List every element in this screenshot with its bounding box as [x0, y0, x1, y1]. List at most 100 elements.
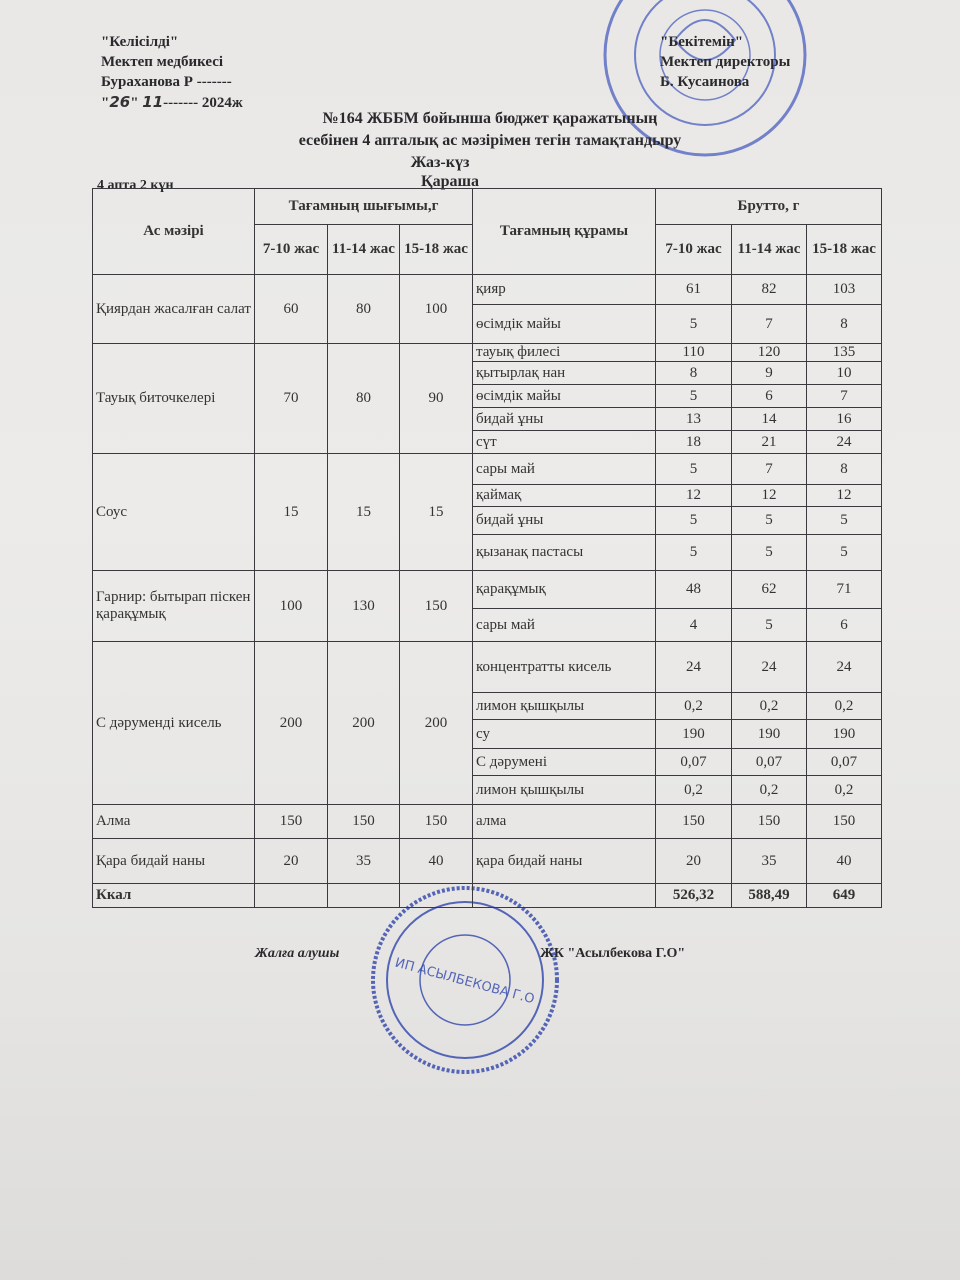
ingredient-brutto: 5 [655, 506, 732, 535]
ingredient-name: өсімдік майы [472, 304, 656, 344]
table-row: сүт 18 21 24 [93, 430, 883, 454]
table-row: бидай ұны 13 14 16 [93, 407, 883, 431]
director-name: Б. Кусаинова [660, 74, 750, 90]
dish-output: 35 [327, 838, 400, 884]
ingredient-brutto: 61 [655, 274, 732, 305]
ingredient-brutto: 135 [805, 343, 883, 362]
age-header: 7-10 жас [254, 224, 328, 275]
nurse-position: Мектеп медбикесі [101, 54, 224, 70]
empty-cell [399, 883, 473, 908]
ingredient-name: қара бидай наны [472, 838, 656, 884]
ingredient-brutto: 9 [731, 361, 807, 385]
empty-cell [327, 883, 400, 908]
ingredient-brutto: 0,2 [655, 775, 732, 805]
ingredient-brutto: 40 [805, 838, 883, 884]
approved-label: "Бекітемін" [660, 34, 744, 50]
dish-output: 100 [254, 570, 328, 642]
recipient-label: Жалға алушы [255, 946, 340, 961]
ingredient-brutto: 0,07 [805, 748, 883, 776]
date-year: ------- 2024ж [163, 95, 243, 111]
table-row: Алма 150 150 150 алма 150 150 150 [92, 804, 883, 839]
dish-name: Қара бидай наны [92, 838, 255, 884]
dish-output: 90 [399, 343, 473, 454]
ingredient-brutto: 0,2 [731, 775, 807, 805]
table-row: өсімдік майы 5 6 7 [93, 384, 883, 408]
ingredient-brutto: 62 [731, 570, 807, 609]
ingredient-brutto: 10 [805, 361, 883, 385]
ingredient-brutto: 6 [805, 608, 883, 642]
dish-name: С дәруменді кисель [92, 641, 255, 805]
date-quote: " [130, 95, 143, 111]
dish-output: 80 [327, 343, 400, 454]
season: Жаз-күз [410, 154, 470, 171]
age-header-row: 7-10 жас 11-14 жас 15-18 жас 7-10 жас 11-14 … [93, 224, 883, 275]
ingredient-name: өсімдік майы [472, 384, 656, 408]
ingredient-brutto: 20 [655, 838, 732, 884]
month: Қараша [420, 173, 479, 190]
ingredient-name: қияр [472, 274, 656, 305]
ingredient-brutto: 150 [805, 804, 883, 839]
ingredient-brutto: 5 [655, 384, 732, 408]
dish-output: 15 [327, 453, 400, 571]
agreed-label: "Келісілді" [101, 34, 179, 50]
entrepreneur-stamp: ИП АСЫЛБЕКОВА Г.О [371, 886, 559, 1074]
ingredient-brutto: 8 [805, 304, 883, 344]
dish-output: 60 [254, 274, 328, 344]
dish-output: 70 [254, 343, 328, 454]
col-composition-header: Тағамның құрамы [472, 188, 656, 275]
dish-output: 200 [399, 641, 473, 805]
table-row: Тауық биточкелері 70 80 90 тауық филесі 110 12… [92, 343, 883, 454]
dish-name: Алма [92, 804, 255, 839]
ingredient-brutto: 190 [655, 719, 732, 749]
ingredient-brutto: 190 [805, 719, 883, 749]
ingredient-name: алма [472, 804, 656, 839]
dish-output: 150 [399, 570, 473, 642]
table-row: Қиярдан жасалған салат 60 80 100 қияр 61 82 103 [92, 274, 883, 344]
ingredient-brutto: 0,2 [805, 692, 883, 720]
ingredient-brutto: 24 [805, 430, 883, 454]
ingredient-brutto: 16 [805, 407, 883, 431]
age-header: 11-14 жас [731, 224, 807, 275]
ingredient-brutto: 82 [731, 274, 807, 305]
date-month: 11 [142, 93, 164, 111]
header-row: Ас мәзірі Тағамның шығымы,г Тағамның құрам… [92, 188, 883, 275]
dish-output: 200 [327, 641, 400, 805]
ingredient-name: сары май [472, 453, 656, 485]
agreed-block: "Келісілді" Мектеп медбикесі Бураханова … [101, 32, 243, 113]
dish-name: Гарнир: бытырап піскен қарақұмық [92, 570, 255, 642]
ingredient-brutto: 71 [805, 570, 883, 609]
ingredient-brutto: 103 [805, 274, 883, 305]
ingredient-brutto: 5 [731, 608, 807, 642]
dish-output: 150 [399, 804, 473, 839]
ingredient-brutto: 14 [731, 407, 807, 431]
ingredient-brutto: 0,2 [805, 775, 883, 805]
ingredient-brutto: 5 [805, 534, 883, 571]
dish-output: 20 [254, 838, 328, 884]
ingredient-name: сары май [472, 608, 656, 642]
table-row: С дәруменді кисель 200 200 200 концентратты … [92, 641, 883, 805]
kcal-label: Ккал [92, 883, 255, 908]
ingredient-name: су [472, 719, 656, 749]
ingredient-name: сүт [472, 430, 656, 454]
ingredient-brutto: 5 [731, 534, 807, 571]
ingredient-name: С дәрумені [472, 748, 656, 776]
ingredient-brutto: 24 [655, 641, 732, 693]
ingredient-brutto: 12 [655, 484, 732, 507]
dish-output: 15 [399, 453, 473, 571]
ingredient-name: қаймақ [472, 484, 656, 507]
age-header: 7-10 жас [655, 224, 732, 275]
table-row: қытырлақ нан 8 9 10 [93, 361, 883, 385]
ingredient-brutto: 7 [805, 384, 883, 408]
kcal-value: 649 [805, 883, 883, 908]
table-row: бидай ұны 5 5 5 [93, 506, 883, 535]
school-seal-stamp [603, 0, 807, 157]
svg-text:ИП АСЫЛБЕКОВА Г.О: ИП АСЫЛБЕКОВА Г.О [393, 956, 536, 1008]
supplier-name: ЖК "Асылбекова Г.О" [540, 946, 686, 961]
col-output-header: Тағамның шығымы,г [254, 188, 473, 225]
dish-output: 15 [254, 453, 328, 571]
empty-cell [472, 883, 656, 908]
ingredient-brutto: 12 [805, 484, 883, 507]
ingredient-name: қызанақ пастасы [472, 534, 656, 571]
dish-output: 80 [327, 274, 400, 344]
ingredient-brutto: 120 [731, 343, 807, 362]
